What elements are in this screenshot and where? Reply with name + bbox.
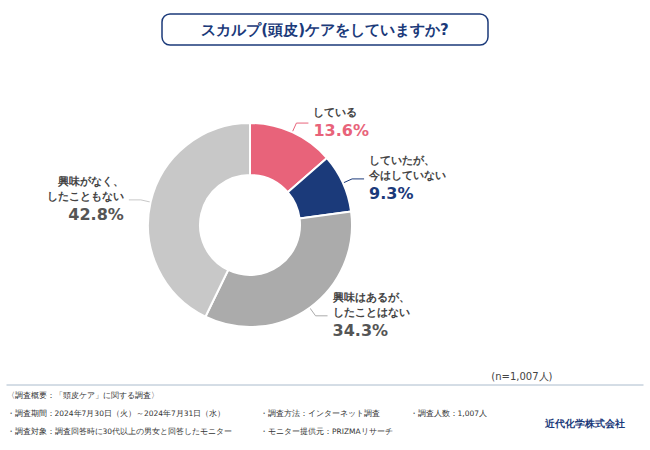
svg-text:していたが、: していたが、 bbox=[369, 154, 435, 167]
svg-text:(n=1,007人): (n=1,007人) bbox=[491, 371, 552, 382]
svg-text:興味がなく、: 興味がなく、 bbox=[57, 175, 124, 188]
svg-text:42.8%: 42.8% bbox=[68, 205, 124, 224]
svg-text:したこともない: したこともない bbox=[47, 190, 124, 203]
svg-text:〈調査概要：「頭皮ケア」に関する調査〉: 〈調査概要：「頭皮ケア」に関する調査〉 bbox=[7, 391, 159, 400]
svg-text:近代化学株式会社: 近代化学株式会社 bbox=[544, 418, 625, 429]
svg-text:・調査人数：1,007人: ・調査人数：1,007人 bbox=[410, 409, 487, 418]
svg-text:したことはない: したことはない bbox=[333, 306, 410, 319]
svg-text:スカルプ(頭皮)ケアをしていますか?: スカルプ(頭皮)ケアをしていますか? bbox=[201, 21, 448, 39]
svg-text:している: している bbox=[313, 106, 357, 119]
svg-text:・調査対象：調査回答時に30代以上の男女と回答したモニター: ・調査対象：調査回答時に30代以上の男女と回答したモニター bbox=[7, 427, 233, 436]
svg-text:13.6%: 13.6% bbox=[313, 121, 369, 140]
svg-text:9.3%: 9.3% bbox=[369, 184, 413, 203]
svg-text:・調査期間：2024年7月30日（火）～2024年7月31日: ・調査期間：2024年7月30日（火）～2024年7月31日（水） bbox=[7, 409, 226, 418]
svg-text:興味はあるが、: 興味はあるが、 bbox=[332, 291, 410, 304]
svg-text:34.3%: 34.3% bbox=[333, 321, 389, 340]
svg-text:・調査方法：インターネット調査: ・調査方法：インターネット調査 bbox=[260, 409, 380, 418]
svg-text:今はしていない: 今はしていない bbox=[368, 169, 446, 182]
svg-text:・モニター提供元：PRIZMAリサーチ: ・モニター提供元：PRIZMAリサーチ bbox=[260, 427, 393, 436]
